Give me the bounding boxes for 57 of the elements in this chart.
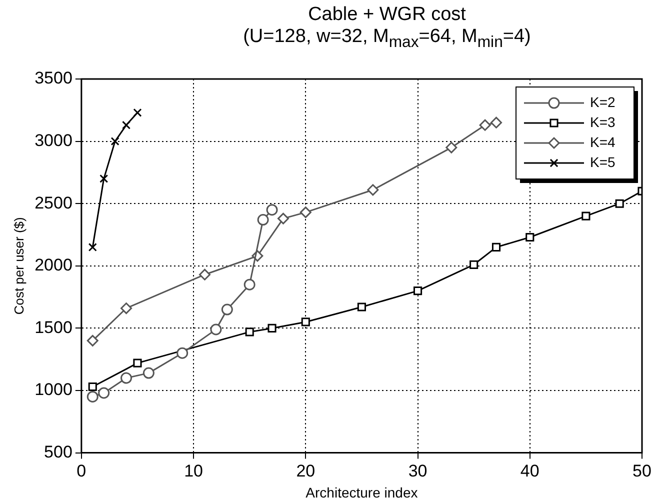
point <box>210 324 222 336</box>
y-tick-label: 3500 <box>34 68 72 88</box>
point <box>277 212 289 224</box>
point <box>245 328 254 336</box>
point <box>142 367 154 379</box>
y-tick-label: 3000 <box>34 130 72 150</box>
legend-label: K=3 <box>590 114 616 130</box>
x-tick-label: 10 <box>184 462 203 481</box>
point <box>98 387 110 399</box>
point <box>133 108 142 117</box>
point <box>490 116 502 128</box>
point <box>367 184 379 196</box>
y-tick-label: 2500 <box>34 193 72 212</box>
point <box>470 260 478 269</box>
point <box>88 382 97 392</box>
point <box>257 214 269 226</box>
point <box>301 318 310 326</box>
point <box>244 278 256 290</box>
y-tick-label: 1000 <box>34 380 72 400</box>
point <box>120 372 132 384</box>
x-tick-label: 0 <box>76 462 86 481</box>
point <box>357 302 366 312</box>
y-tick-label: 2000 <box>34 256 72 275</box>
point <box>615 199 624 208</box>
point <box>413 286 422 296</box>
point <box>446 142 458 154</box>
point <box>221 304 233 316</box>
legend-label: K=4 <box>590 134 616 150</box>
x-tick-label: 30 <box>408 462 428 481</box>
point <box>122 120 131 130</box>
point <box>86 334 98 346</box>
point <box>300 206 312 218</box>
chart-title: Cable + WGR cost <box>307 4 467 26</box>
legend-label: K=5 <box>590 154 616 170</box>
x-tick-label: 50 <box>632 462 652 481</box>
point <box>133 358 142 368</box>
point <box>198 268 210 280</box>
point <box>176 347 188 359</box>
x-tick-label: 40 <box>520 462 540 481</box>
point <box>266 204 278 216</box>
point <box>100 174 108 183</box>
chart-subtitle: (U=128, w=32, M$_{max}$=64, M$_{min}$=4) <box>242 26 532 53</box>
legend-label: K=2 <box>590 94 616 110</box>
point <box>120 302 132 314</box>
x-tick-label: 20 <box>296 462 316 481</box>
point <box>268 324 276 332</box>
point <box>526 232 534 242</box>
point <box>582 212 590 220</box>
point <box>492 242 501 252</box>
point <box>86 390 98 402</box>
point <box>110 137 120 146</box>
y-tick-label: 1500 <box>34 318 72 337</box>
y-axis-title: Cost per user ($) <box>11 217 26 315</box>
x-axis-title: Architecture index <box>306 484 418 500</box>
point <box>88 242 97 252</box>
y-tick-label: 500 <box>44 442 72 462</box>
point <box>479 119 491 131</box>
